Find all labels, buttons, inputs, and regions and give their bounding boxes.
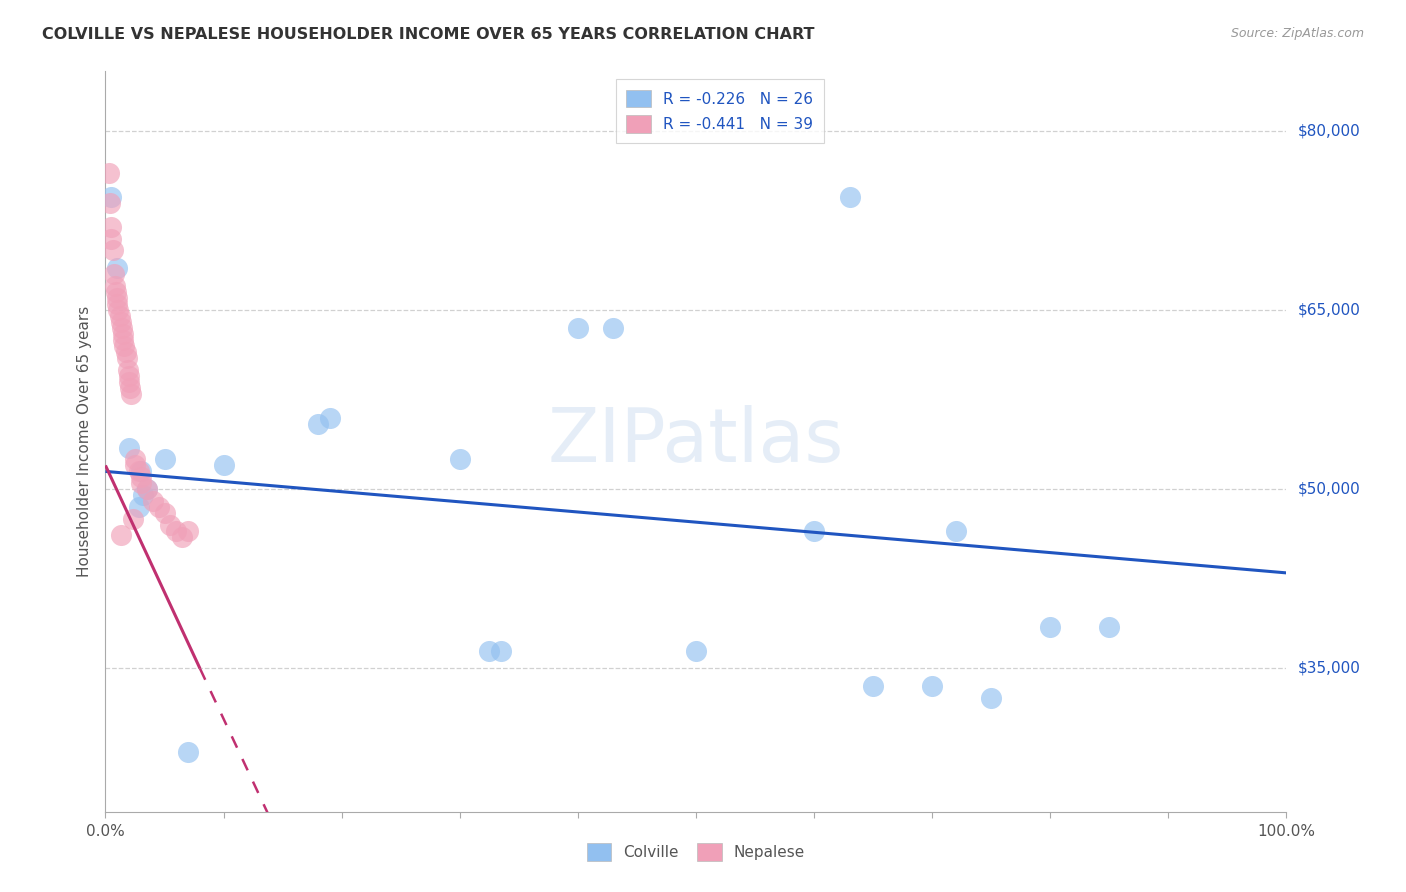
Text: Source: ZipAtlas.com: Source: ZipAtlas.com <box>1230 27 1364 40</box>
Point <box>478 643 501 657</box>
Point <box>108 309 131 323</box>
Point <box>862 679 884 693</box>
Text: ZIPatlas: ZIPatlas <box>548 405 844 478</box>
Point <box>98 195 121 210</box>
Point <box>111 321 134 335</box>
Point <box>945 524 967 538</box>
Point <box>803 524 825 538</box>
Point <box>105 297 128 311</box>
Point <box>165 524 187 538</box>
Text: $50,000: $50,000 <box>1298 482 1361 497</box>
Point <box>110 527 132 541</box>
Point <box>685 643 707 657</box>
Point <box>129 476 152 491</box>
Point <box>121 512 143 526</box>
Point <box>177 745 200 759</box>
Point <box>112 339 135 353</box>
Legend: Colville, Nepalese: Colville, Nepalese <box>581 838 811 867</box>
Point <box>100 219 122 234</box>
Text: COLVILLE VS NEPALESE HOUSEHOLDER INCOME OVER 65 YEARS CORRELATION CHART: COLVILLE VS NEPALESE HOUSEHOLDER INCOME … <box>42 27 814 42</box>
Point <box>105 285 128 300</box>
Point <box>120 381 142 395</box>
Point <box>1039 619 1062 633</box>
Point <box>120 386 142 401</box>
Point <box>105 291 128 305</box>
Point <box>124 458 146 473</box>
Point <box>124 452 146 467</box>
Point <box>142 494 165 508</box>
Point <box>115 351 138 365</box>
Point <box>319 410 342 425</box>
Point <box>118 375 141 389</box>
Point <box>112 333 135 347</box>
Point <box>177 524 200 538</box>
Point <box>489 643 512 657</box>
Point <box>212 458 235 473</box>
Point <box>980 691 1002 706</box>
Point <box>128 500 150 515</box>
Point <box>100 190 122 204</box>
Point <box>153 506 176 520</box>
Point <box>135 483 157 497</box>
Point <box>129 470 152 484</box>
Text: $65,000: $65,000 <box>1298 302 1361 318</box>
Point <box>98 166 121 180</box>
Point <box>105 261 128 276</box>
Point <box>567 321 589 335</box>
Point <box>135 483 157 497</box>
Point <box>307 417 329 431</box>
Point <box>148 500 170 515</box>
Point <box>104 279 127 293</box>
Point <box>118 368 141 383</box>
Point <box>118 441 141 455</box>
Point <box>602 321 624 335</box>
Text: $35,000: $35,000 <box>1298 661 1361 676</box>
Point <box>172 530 194 544</box>
Point <box>1098 619 1121 633</box>
Point <box>132 488 155 502</box>
Point <box>921 679 943 693</box>
Point <box>153 452 176 467</box>
Point <box>100 231 122 245</box>
Point <box>114 345 136 359</box>
Point <box>117 363 139 377</box>
Point <box>129 464 152 478</box>
Point <box>159 518 181 533</box>
Point <box>101 244 124 258</box>
Point <box>110 315 132 329</box>
Point <box>103 268 125 282</box>
Point <box>128 464 150 478</box>
Text: $80,000: $80,000 <box>1298 124 1361 138</box>
Point <box>449 452 471 467</box>
Y-axis label: Householder Income Over 65 years: Householder Income Over 65 years <box>76 306 91 577</box>
Point <box>107 303 129 318</box>
Point <box>838 190 860 204</box>
Point <box>112 327 135 342</box>
